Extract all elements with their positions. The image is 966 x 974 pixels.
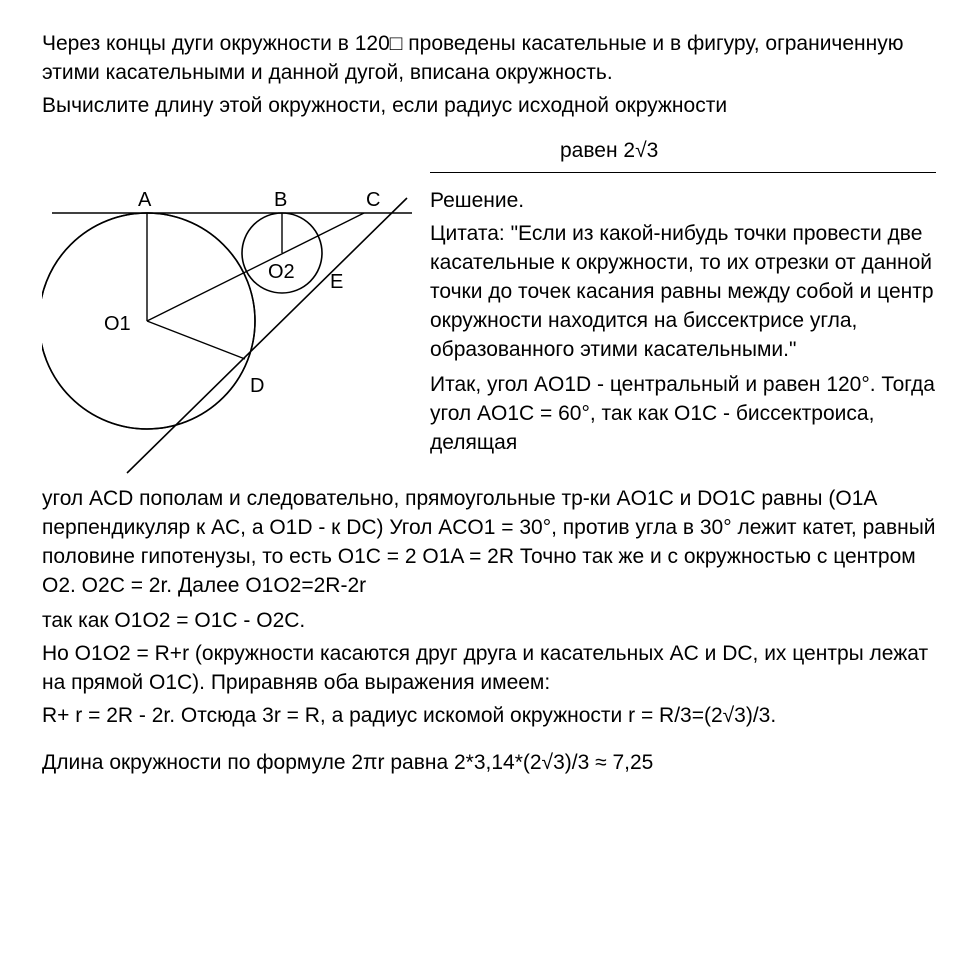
figure-and-solution-row: A B C O1 O2 E D равен 2√3 Решение. Цитат… [42,127,936,483]
line-o1-c [147,213,364,321]
label-c: C [366,187,380,215]
solution-quote: Цитата: "Если из какой-нибудь точки пров… [430,220,936,365]
radius-value-line: равен 2√3 [430,135,936,173]
geometry-figure: A B C O1 O2 E D [42,163,422,483]
problem-paragraph-2: Вычислите длину этой окружности, если ра… [42,92,936,121]
label-a: A [138,187,151,215]
tangent-lower [127,198,407,473]
answer-line: Длина окружности по формуле 2πr равна 2*… [42,749,936,778]
label-b: B [274,187,287,215]
label-e: E [330,269,343,297]
line-o1-d [147,321,245,359]
problem-paragraph-1: Через концы дуги окружности в 120□ прове… [42,30,936,88]
solution-column: равен 2√3 Решение. Цитата: "Если из како… [422,127,936,462]
solution-line-5: R+ r = 2R - 2r. Отсюда 3r = R, а радиус … [42,702,936,731]
figure-svg [42,163,422,483]
label-d: D [250,373,264,401]
solution-line-4: Но O1O2 = R+r (окружности касаются друг … [42,640,936,698]
label-o1: O1 [104,311,131,339]
solution-line-3: так как O1O2 = O1C - O2C. [42,607,936,636]
solution-line-2: угол ACD пополам и следовательно, прямоу… [42,485,936,601]
solution-heading: Решение. [430,187,936,216]
label-o2: O2 [268,259,295,287]
figure-column: A B C O1 O2 E D [42,127,422,483]
solution-line-1: Итак, угол AO1D - центральный и равен 12… [430,371,936,458]
